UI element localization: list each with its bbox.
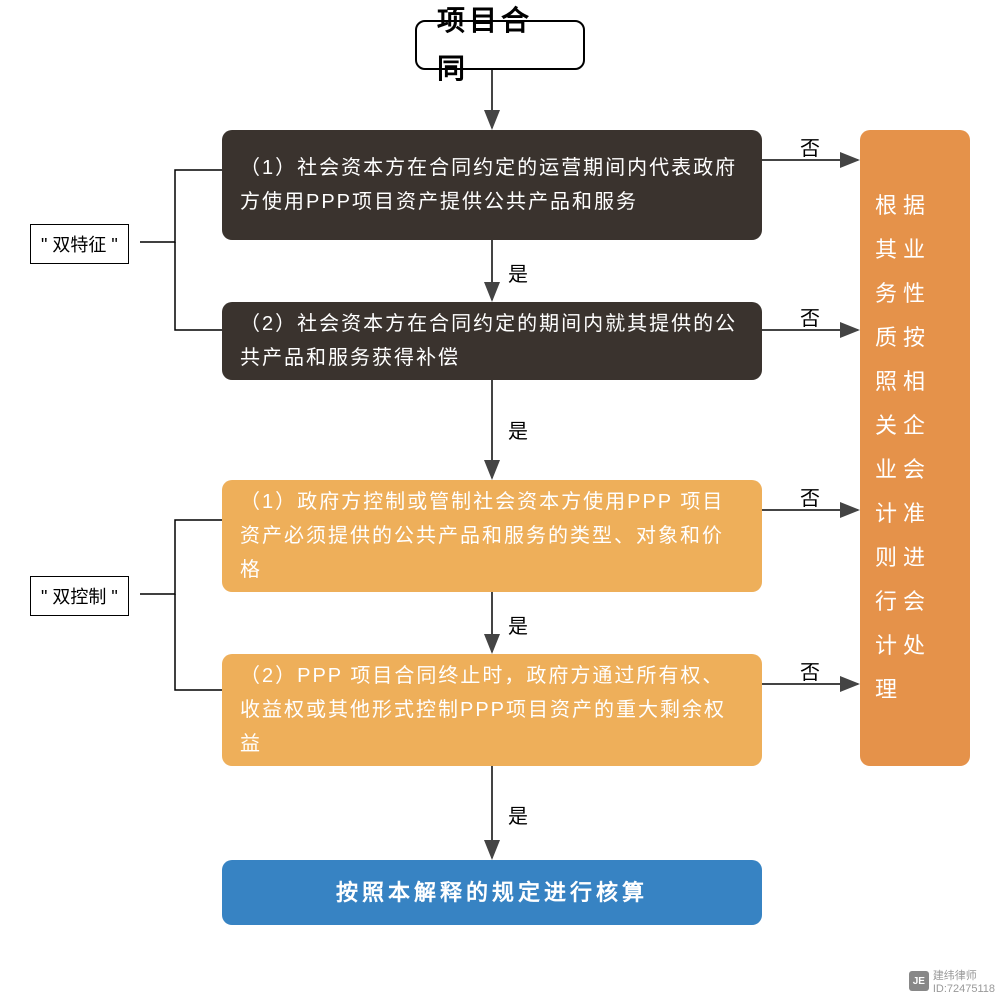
label-text: " 双控制 ": [41, 587, 118, 607]
edge-label-no-2: 否: [800, 302, 820, 331]
node-text: 按照本解释的规定进行核算: [336, 874, 648, 911]
node-text: （1）政府方控制或管制社会资本方使用PPP 项目资产必须提供的公共产品和服务的类…: [240, 485, 744, 587]
watermark-text: 建纬律师 ID:72475118: [933, 967, 995, 995]
result-text: 根据其业务性质按照相关企业会计准则进行会计处理: [875, 184, 955, 712]
edge-label-no-4: 否: [800, 656, 820, 685]
watermark-icon: JE: [909, 971, 929, 991]
node-conclusion: 按照本解释的规定进行核算: [222, 860, 762, 925]
edge-label-yes-3: 是: [508, 610, 528, 639]
node-alternative-result: 根据其业务性质按照相关企业会计准则进行会计处理: [860, 130, 970, 766]
label-dual-control: " 双控制 ": [30, 576, 129, 616]
watermark: JE 建纬律师 ID:72475118: [909, 967, 995, 995]
node-text: （1）社会资本方在合同约定的运营期间内代表政府方使用PPP项目资产提供公共产品和…: [240, 151, 744, 219]
label-text: " 双特征 ": [41, 235, 118, 255]
node-feature-2: （2）社会资本方在合同约定的期间内就其提供的公共产品和服务获得补偿: [222, 302, 762, 380]
start-label: 项目合同: [437, 0, 563, 93]
edge-label-yes-2: 是: [508, 415, 528, 444]
node-text: （2）PPP 项目合同终止时，政府方通过所有权、收益权或其他形式控制PPP项目资…: [240, 659, 744, 761]
node-text: （2）社会资本方在合同约定的期间内就其提供的公共产品和服务获得补偿: [240, 307, 744, 375]
node-feature-1: （1）社会资本方在合同约定的运营期间内代表政府方使用PPP项目资产提供公共产品和…: [222, 130, 762, 240]
node-control-1: （1）政府方控制或管制社会资本方使用PPP 项目资产必须提供的公共产品和服务的类…: [222, 480, 762, 592]
node-control-2: （2）PPP 项目合同终止时，政府方通过所有权、收益权或其他形式控制PPP项目资…: [222, 654, 762, 766]
edge-label-no-1: 否: [800, 132, 820, 161]
label-dual-feature: " 双特征 ": [30, 224, 129, 264]
edge-label-yes-1: 是: [508, 258, 528, 287]
start-node: 项目合同: [415, 20, 585, 70]
edge-label-no-3: 否: [800, 482, 820, 511]
edge-label-yes-4: 是: [508, 800, 528, 829]
